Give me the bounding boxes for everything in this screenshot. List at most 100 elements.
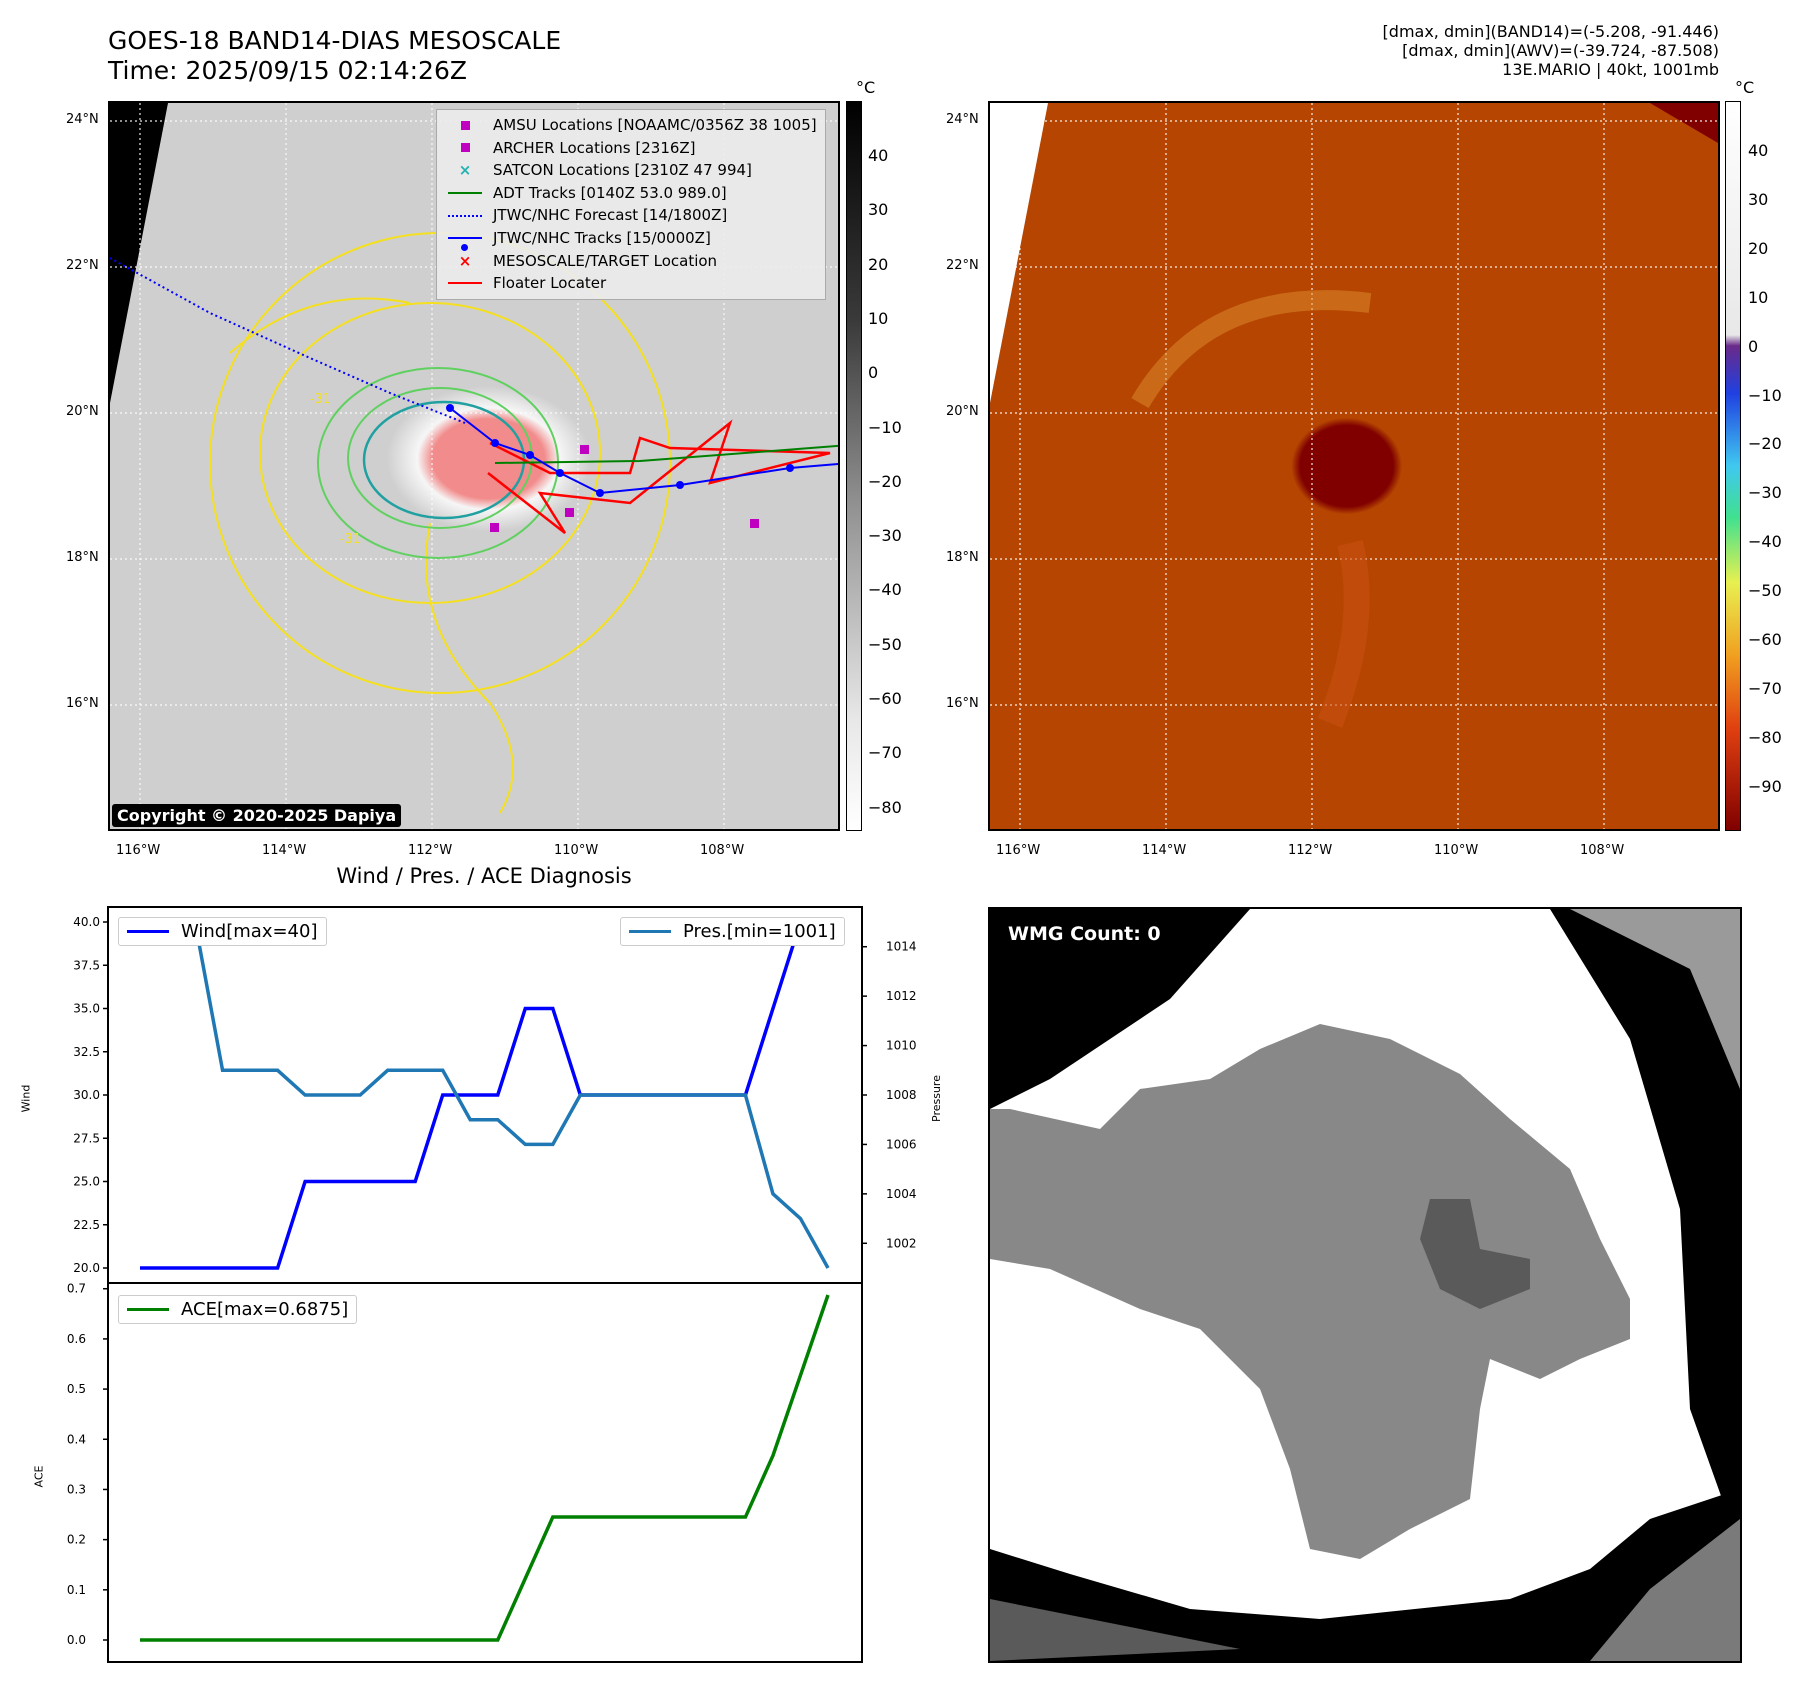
colorbar-tick-label: 10: [1748, 287, 1769, 307]
lat-label: 20°N: [66, 404, 99, 419]
x-marker-icon: ×: [458, 251, 472, 270]
ace-axis-label: ACE: [32, 1465, 46, 1488]
stats-info: [dmax, dmin](BAND14)=(-5.208, -91.446) […: [1383, 22, 1719, 79]
wmg-image: [990, 909, 1740, 1661]
legend-label: SATCON Locations [2310Z 47 994]: [493, 161, 752, 180]
colorbar-tick-label: −80: [868, 797, 902, 817]
line-marker-icon: [445, 192, 485, 195]
ace-plot-frame: [107, 1282, 863, 1663]
lon-label: 112°W: [408, 843, 453, 858]
wind-y-tick-label: 27.5: [73, 1131, 100, 1145]
wind-plot-frame: [107, 906, 863, 1284]
wind-y-tick-label: 20.0: [73, 1261, 100, 1275]
legend-label: ARCHER Locations [2316Z]: [493, 138, 696, 157]
legend-label: JTWC/NHC Tracks [15/0000Z]: [493, 228, 711, 247]
colorbar-tick-label: 30: [1748, 189, 1769, 209]
pressure-y-tick-label: 1010: [886, 1039, 917, 1053]
ace-y-tick-label: 0.5: [67, 1382, 86, 1396]
lon-label: 110°W: [1434, 843, 1479, 858]
band14-colorbar: [846, 101, 862, 831]
pressure-legend: Pres.[min=1001]: [620, 917, 845, 946]
legend-label: ADT Tracks [0140Z 53.0 989.0]: [493, 183, 727, 202]
lon-label: 112°W: [1288, 843, 1333, 858]
legend-item-adt: ADT Tracks [0140Z 53.0 989.0]: [445, 182, 817, 205]
band14-satellite-map: -31 -31 AMSU Locations [NOAAMC/0356Z 38 …: [108, 101, 840, 831]
legend-item-amsu: AMSU Locations [NOAAMC/0356Z 38 1005]: [445, 114, 817, 137]
wind-legend: Wind[max=40]: [118, 917, 327, 946]
colorbar-unit: °C: [1735, 78, 1755, 97]
lat-label: 22°N: [946, 258, 979, 273]
lon-label: 114°W: [262, 843, 307, 858]
awv-colorbar: [1725, 101, 1741, 831]
lat-label: 24°N: [946, 112, 979, 127]
colorbar-tick-label: 30: [868, 200, 889, 220]
ace-y-tick-label: 0.6: [67, 1332, 86, 1346]
line-dot-icon: [445, 237, 485, 252]
legend-line-icon: [127, 1308, 169, 1311]
ace-y-tick-label: 0.7: [67, 1282, 86, 1296]
ace-y-tick-label: 0.2: [67, 1533, 86, 1547]
pressure-y-tick-label: 1014: [886, 940, 917, 954]
wind-y-tick-label: 32.5: [73, 1045, 100, 1059]
info-line-3: 13E.MARIO | 40kt, 1001mb: [1502, 60, 1719, 79]
legend-label: AMSU Locations [NOAAMC/0356Z 38 1005]: [493, 116, 817, 134]
colorbar-tick-label: −60: [868, 689, 902, 708]
pressure-y-tick-label: 1004: [886, 1187, 917, 1201]
map-legend: AMSU Locations [NOAAMC/0356Z 38 1005] AR…: [436, 109, 826, 300]
colorbar-unit: °C: [856, 78, 876, 97]
colorbar-tick-label: 20: [868, 254, 889, 274]
colorbar-tick-label: 0: [868, 363, 879, 383]
legend-item-satcon: × SATCON Locations [2310Z 47 994]: [445, 159, 817, 182]
wind-y-tick-label: 40.0: [73, 915, 100, 929]
lat-label: 16°N: [946, 696, 979, 711]
top-left-title: GOES-18 BAND14-DIAS MESOSCALE Time: 2025…: [108, 26, 561, 86]
colorbar-tick-label: −90: [1748, 776, 1782, 796]
wind-series-line: [140, 920, 828, 1270]
legend-item-tracks: JTWC/NHC Tracks [15/0000Z]: [445, 227, 817, 252]
legend-item-archer: ARCHER Locations [2316Z]: [445, 137, 817, 160]
colorbar-tick-label: −30: [868, 526, 902, 546]
svg-text:-31: -31: [310, 392, 331, 407]
diagnosis-title: Wind / Pres. / ACE Diagnosis: [336, 864, 632, 888]
pressure-series-line: [140, 920, 830, 1269]
wind-y-tick-label: 35.0: [73, 1002, 100, 1016]
awv-satellite-map: [988, 101, 1720, 831]
line-marker-icon: [445, 282, 485, 285]
lat-label: 24°N: [66, 112, 99, 127]
colorbar-tick-label: −50: [1748, 581, 1782, 601]
colorbar-tick-label: 20: [1748, 238, 1769, 258]
lat-label: 16°N: [66, 696, 99, 711]
ace-y-tick-label: 0.0: [67, 1633, 86, 1647]
ace-series-line: [140, 1294, 830, 1642]
pressure-y-tick-label: 1006: [886, 1137, 917, 1151]
x-marker-icon: ×: [458, 161, 472, 180]
lat-label: 18°N: [66, 550, 99, 565]
wind-axis-label: Wind: [19, 1084, 33, 1113]
ace-y-tick-label: 0.4: [67, 1432, 86, 1446]
colorbar-tick-label: −20: [868, 471, 902, 491]
wmg-panel: WMG Count: 0: [988, 907, 1742, 1663]
legend-label: Floater Locater: [493, 274, 607, 293]
colorbar-tick-label: 10: [868, 308, 889, 328]
lon-label: 116°W: [996, 843, 1041, 858]
title-line-1: GOES-18 BAND14-DIAS MESOSCALE: [108, 26, 562, 55]
legend-label: MESOSCALE/TARGET Location: [493, 251, 718, 270]
wind-y-tick-label: 30.0: [73, 1088, 100, 1102]
title-line-2: Time: 2025/09/15 02:14:26Z: [108, 56, 467, 85]
lat-label: 22°N: [66, 258, 99, 273]
colorbar-tick-label: 40: [868, 146, 889, 165]
lon-label: 116°W: [116, 843, 161, 858]
ace-y-tick-label: 0.1: [67, 1583, 86, 1597]
wmg-count-badge: WMG Count: 0: [1000, 919, 1169, 949]
pressure-y-tick-label: 1008: [886, 1088, 917, 1102]
lat-label: 20°N: [946, 404, 979, 419]
colorbar-tick-label: −40: [868, 580, 902, 600]
legend-item-target: × MESOSCALE/TARGET Location: [445, 250, 817, 273]
wind-y-tick-label: 25.0: [73, 1175, 100, 1189]
colorbar-tick-label: 0: [1748, 336, 1759, 356]
colorbar-tick-label: −80: [1748, 727, 1782, 747]
dotted-line-icon: [445, 214, 485, 217]
ace-y-tick-label: 0.3: [67, 1482, 86, 1496]
square-marker-icon: [445, 143, 485, 153]
lat-label: 18°N: [946, 550, 979, 565]
